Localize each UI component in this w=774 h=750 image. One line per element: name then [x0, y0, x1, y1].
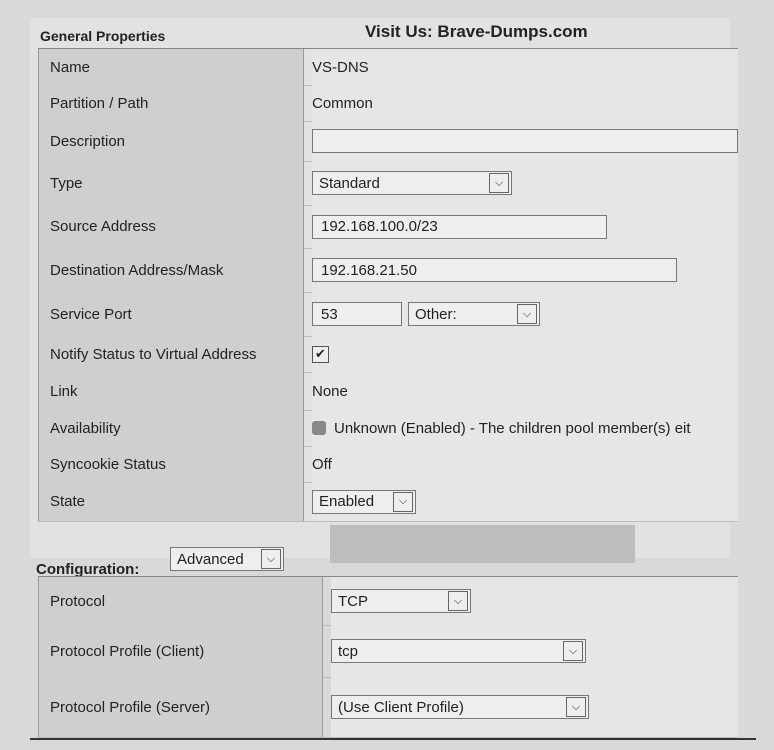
client-profile-select[interactable]: tcp ⌵ — [331, 639, 586, 663]
type-value: Standard — [319, 174, 380, 192]
label: Source Address — [38, 205, 304, 248]
description-input[interactable] — [312, 129, 738, 153]
destination-address-input[interactable]: 192.168.21.50 — [312, 258, 677, 282]
protocol-select[interactable]: TCP ⌵ — [331, 589, 471, 613]
chevron-down-icon: ⌵ — [563, 641, 583, 661]
row-description: Description — [38, 121, 738, 162]
row-syncookie: Syncookie Status Off — [38, 446, 738, 483]
config-mode-value: Advanced — [177, 550, 244, 568]
server-profile-value: (Use Client Profile) — [338, 698, 464, 716]
label: Description — [38, 121, 304, 161]
chevron-down-icon: ⌵ — [261, 549, 281, 569]
name-value: VS-DNS — [312, 49, 738, 85]
link-value: None — [312, 372, 738, 410]
row-partition: Partition / Path Common — [38, 85, 738, 122]
row-type: Type Standard ⌵ — [38, 161, 738, 206]
divider — [30, 738, 756, 740]
row-availability: Availability Unknown (Enabled) - The chi… — [38, 410, 738, 447]
row-protocol: Protocol TCP ⌵ — [38, 577, 738, 626]
row-link: Link None — [38, 372, 738, 411]
label: Link — [38, 372, 304, 410]
notify-checkbox[interactable]: ✔ — [312, 345, 329, 363]
chevron-down-icon: ⌵ — [448, 591, 468, 611]
partition-value: Common — [312, 85, 738, 121]
state-value: Enabled — [319, 493, 375, 510]
chevron-down-icon: ⌵ — [489, 173, 509, 193]
configuration-mode-select[interactable]: Advanced ⌵ — [170, 547, 284, 571]
watermark-banner: Visit Us: Brave-Dumps.com — [365, 22, 588, 41]
label: Partition / Path — [38, 85, 304, 121]
configuration-label: Configuration: — [36, 561, 140, 578]
label: Protocol Profile (Server) — [38, 677, 323, 737]
label: Protocol Profile (Client) — [38, 625, 323, 677]
type-select[interactable]: Standard ⌵ — [312, 171, 512, 195]
row-name: Name VS-DNS — [38, 49, 738, 86]
label: Destination Address/Mask — [38, 248, 304, 292]
row-notify: Notify Status to Virtual Address ✔ — [38, 336, 738, 373]
label: Name — [38, 49, 304, 85]
availability-value: Unknown (Enabled) - The children pool me… — [334, 419, 691, 437]
service-port-select[interactable]: Other: ⌵ — [408, 302, 540, 326]
chevron-down-icon: ⌵ — [393, 491, 413, 512]
label: Syncookie Status — [38, 446, 304, 482]
label: Notify Status to Virtual Address — [38, 336, 304, 372]
state-select[interactable]: Enabled ⌵ — [312, 489, 416, 514]
syncookie-value: Off — [312, 446, 738, 482]
obscured-region — [330, 525, 635, 563]
protocol-value: TCP — [338, 592, 368, 610]
label: Type — [38, 161, 304, 205]
row-client-profile: Protocol Profile (Client) tcp ⌵ — [38, 625, 738, 678]
label: Protocol — [38, 577, 323, 625]
source-address-input[interactable]: 192.168.100.0/23 — [312, 214, 607, 239]
row-source: Source Address 192.168.100.0/23 — [38, 205, 738, 249]
label: Availability — [38, 410, 304, 446]
row-service-port: Service Port 53 Other: ⌵ — [38, 292, 738, 337]
service-port-input[interactable]: 53 — [312, 302, 402, 326]
row-state: State Enabled ⌵ — [38, 482, 738, 522]
label: Service Port — [38, 292, 304, 336]
general-properties-table: Name VS-DNS Partition / Path Common Desc… — [38, 48, 738, 522]
client-profile-value: tcp — [338, 642, 359, 660]
chevron-down-icon: ⌵ — [566, 697, 586, 717]
label: State — [38, 482, 304, 521]
server-profile-select[interactable]: (Use Client Profile) ⌵ — [331, 695, 589, 719]
configuration-table: Protocol TCP ⌵ Protocol Profile (Client) … — [38, 576, 738, 738]
port-select-value: Other: — [415, 305, 457, 323]
section-title: General Properties — [40, 28, 166, 44]
chevron-down-icon: ⌵ — [517, 304, 537, 324]
row-destination: Destination Address/Mask 192.168.21.50 — [38, 248, 738, 293]
row-server-profile: Protocol Profile (Server) (Use Client Pr… — [38, 677, 738, 738]
status-unknown-icon — [312, 421, 326, 435]
